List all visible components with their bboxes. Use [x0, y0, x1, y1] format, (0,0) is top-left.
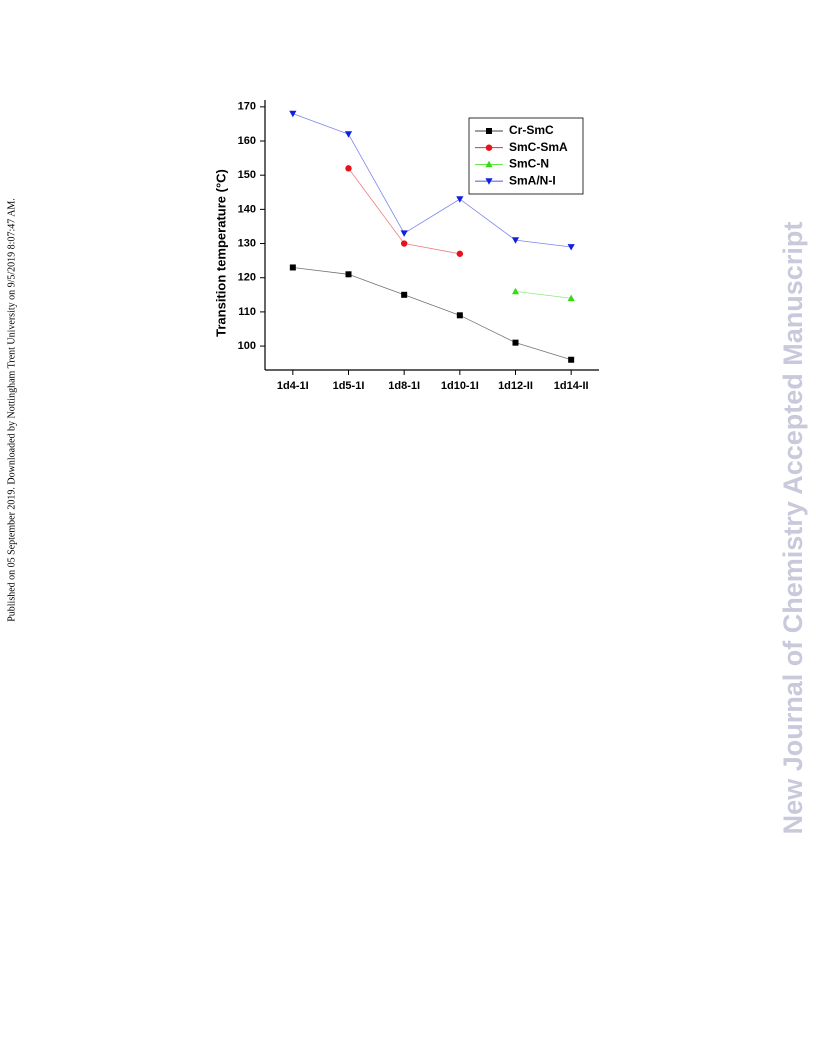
marker [401, 291, 408, 298]
marker [400, 230, 408, 237]
marker [568, 356, 575, 363]
marker [289, 110, 297, 118]
y-axis-label: Transition temperature (°C) [213, 169, 228, 337]
marker [511, 287, 520, 295]
x-tick-label: 1d4-1I [277, 380, 309, 392]
marker [345, 165, 352, 172]
y-tick-label: 130 [238, 237, 256, 249]
series-line [292, 267, 572, 361]
marker [486, 128, 492, 134]
x-tick-label: 1d12-II [498, 380, 533, 392]
x-tick-label: 1d14-II [554, 380, 589, 392]
y-tick-label: 100 [238, 340, 256, 352]
x-tick-label: 1d5-1I [333, 380, 365, 392]
marker [289, 264, 296, 271]
marker [456, 250, 464, 257]
marker [344, 131, 353, 138]
marker [485, 144, 493, 151]
legend-label: SmC-SmA [509, 140, 568, 154]
marker [567, 294, 575, 302]
y-tick-label: 150 [238, 169, 256, 181]
marker [485, 178, 493, 185]
x-tick-label: 1d10-1I [441, 380, 479, 392]
y-tick-label: 140 [238, 203, 256, 215]
series-line [515, 290, 572, 299]
watermark: New Journal of Chemistry Accepted Manusc… [778, 222, 808, 835]
marker [345, 271, 352, 278]
series-line [292, 113, 572, 248]
y-tick-label: 120 [238, 272, 256, 284]
legend-label: SmA/N-I [509, 173, 556, 187]
legend-label: Cr-SmC [509, 123, 554, 137]
y-tick-label: 110 [238, 306, 256, 318]
marker [485, 160, 493, 168]
marker [512, 339, 519, 346]
side-note: Published on 05 September 2019. Download… [6, 198, 17, 622]
marker [456, 312, 463, 319]
marker [400, 240, 408, 247]
x-tick-label: 1d8-1I [388, 380, 420, 392]
marker [511, 237, 520, 244]
y-tick-label: 170 [238, 101, 256, 113]
marker [456, 196, 464, 203]
y-tick-label: 160 [238, 135, 256, 147]
legend-label: SmC-N [509, 157, 549, 171]
marker [567, 244, 575, 251]
